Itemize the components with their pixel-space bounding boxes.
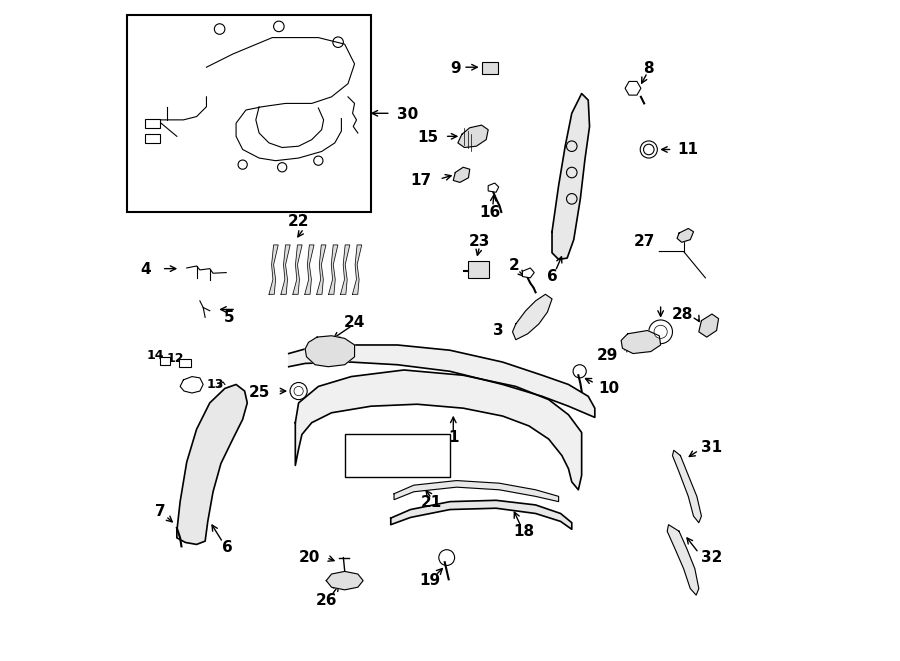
- Text: 6: 6: [222, 540, 233, 555]
- Polygon shape: [621, 330, 661, 354]
- Text: 30: 30: [397, 107, 418, 122]
- Polygon shape: [353, 245, 362, 294]
- Polygon shape: [488, 183, 499, 192]
- Bar: [128, 15, 371, 212]
- Circle shape: [654, 325, 667, 338]
- Polygon shape: [295, 370, 581, 490]
- Text: 28: 28: [672, 307, 694, 321]
- Polygon shape: [626, 81, 641, 95]
- Polygon shape: [672, 450, 701, 523]
- Bar: [345, 434, 450, 477]
- Text: 18: 18: [513, 524, 535, 539]
- Polygon shape: [317, 245, 326, 294]
- Polygon shape: [522, 268, 535, 278]
- Polygon shape: [289, 345, 595, 417]
- Text: 10: 10: [598, 381, 619, 396]
- Text: 32: 32: [701, 550, 723, 565]
- Text: 22: 22: [288, 214, 310, 229]
- Circle shape: [649, 320, 672, 344]
- Bar: [179, 359, 191, 367]
- Polygon shape: [458, 125, 488, 147]
- Text: 12: 12: [166, 352, 184, 365]
- Polygon shape: [391, 500, 572, 529]
- Polygon shape: [512, 294, 552, 340]
- Polygon shape: [698, 314, 718, 337]
- Text: 1: 1: [448, 430, 458, 445]
- Polygon shape: [305, 336, 355, 367]
- Text: 19: 19: [419, 573, 441, 588]
- Text: 9: 9: [450, 61, 461, 76]
- Text: 25: 25: [248, 385, 270, 400]
- Polygon shape: [394, 481, 559, 502]
- Text: 2: 2: [509, 258, 520, 274]
- Text: 14: 14: [147, 349, 164, 362]
- Text: 8: 8: [644, 61, 654, 76]
- Polygon shape: [667, 525, 698, 595]
- Text: 24: 24: [344, 315, 365, 330]
- Text: 26: 26: [316, 593, 337, 608]
- Text: 21: 21: [421, 496, 442, 510]
- Polygon shape: [327, 571, 363, 590]
- Bar: [145, 118, 159, 128]
- Text: 4: 4: [140, 262, 151, 278]
- Bar: [468, 261, 490, 278]
- Polygon shape: [305, 245, 314, 294]
- Bar: [482, 62, 498, 74]
- Text: 31: 31: [701, 440, 723, 455]
- Polygon shape: [454, 167, 470, 182]
- Text: 3: 3: [492, 323, 503, 338]
- Polygon shape: [340, 245, 350, 294]
- Text: 20: 20: [298, 550, 320, 565]
- Polygon shape: [292, 245, 302, 294]
- Text: 6: 6: [546, 269, 557, 284]
- Polygon shape: [269, 245, 278, 294]
- Bar: [160, 357, 170, 365]
- Text: 13: 13: [206, 378, 224, 391]
- Text: 29: 29: [597, 348, 617, 363]
- Bar: [145, 134, 159, 143]
- Text: 27: 27: [634, 234, 655, 249]
- Polygon shape: [677, 229, 694, 243]
- Text: 7: 7: [155, 504, 166, 519]
- Text: 17: 17: [410, 173, 432, 188]
- Polygon shape: [328, 245, 338, 294]
- Text: 23: 23: [469, 234, 491, 249]
- Polygon shape: [281, 245, 290, 294]
- Text: 5: 5: [224, 310, 235, 325]
- Polygon shape: [176, 385, 248, 545]
- Text: 11: 11: [677, 142, 698, 157]
- Text: 16: 16: [479, 204, 500, 219]
- Text: 15: 15: [417, 130, 438, 145]
- Polygon shape: [552, 94, 590, 259]
